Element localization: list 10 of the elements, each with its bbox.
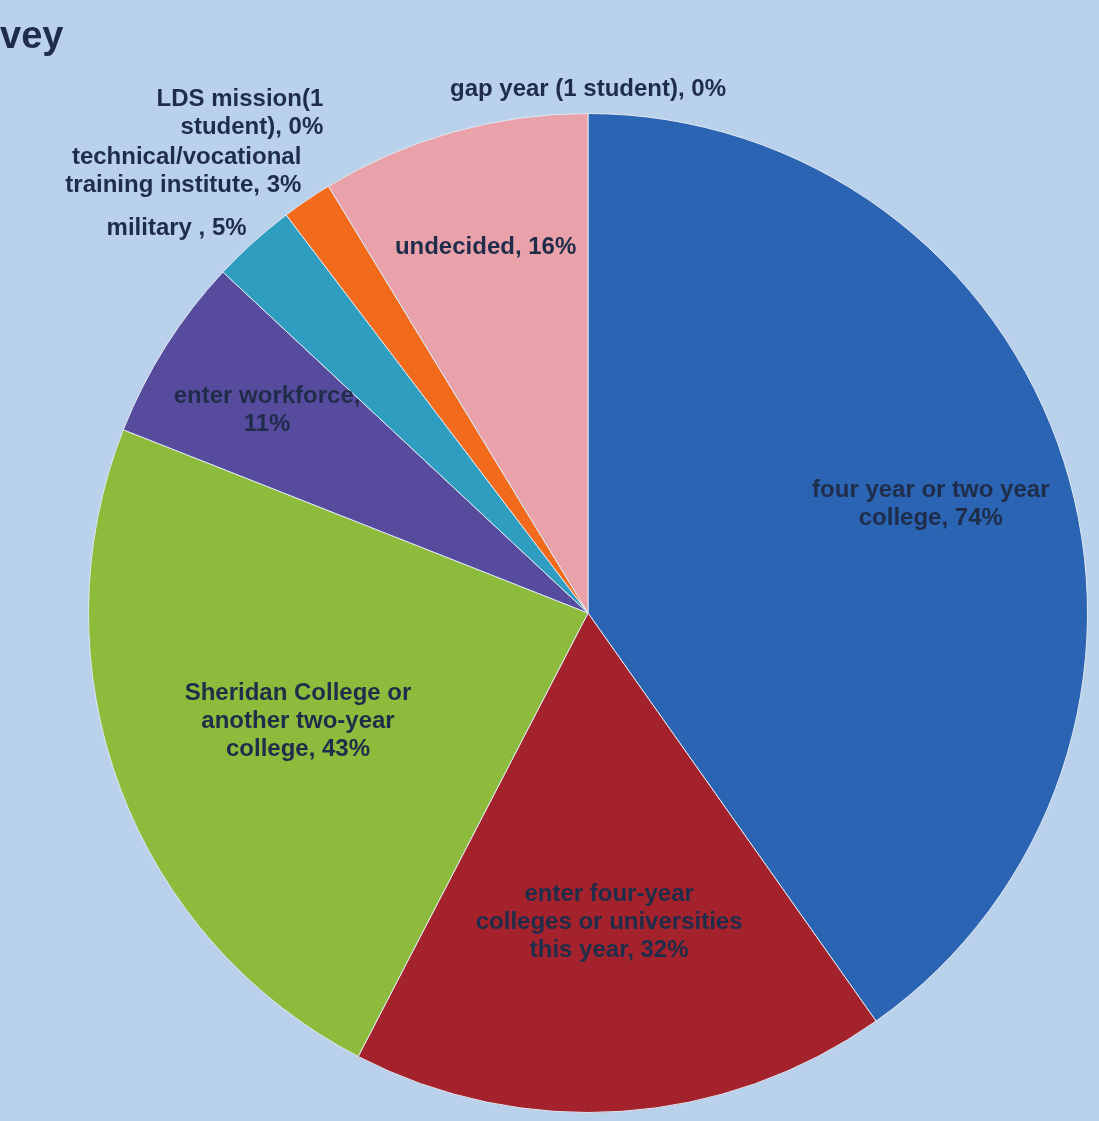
- slice-label: four year or two year college, 74%: [812, 474, 1050, 530]
- slice-label: enter workforce, 11%: [173, 380, 361, 436]
- category-label: LDS mission(1 student), 0%: [156, 83, 324, 139]
- slice-label: military , 5%: [106, 212, 247, 240]
- slice-label: enter four-year colleges or universities this year, 32%: [475, 878, 743, 962]
- chart-title: vey: [0, 14, 64, 57]
- slice-label: undecided, 16%: [394, 232, 577, 260]
- slice-label: Sheridan College or another two-year college, 43%: [184, 678, 412, 762]
- category-label: gap year (1 student), 0%: [449, 73, 727, 101]
- slice-label: technical/vocational training institute, 3%: [65, 141, 302, 197]
